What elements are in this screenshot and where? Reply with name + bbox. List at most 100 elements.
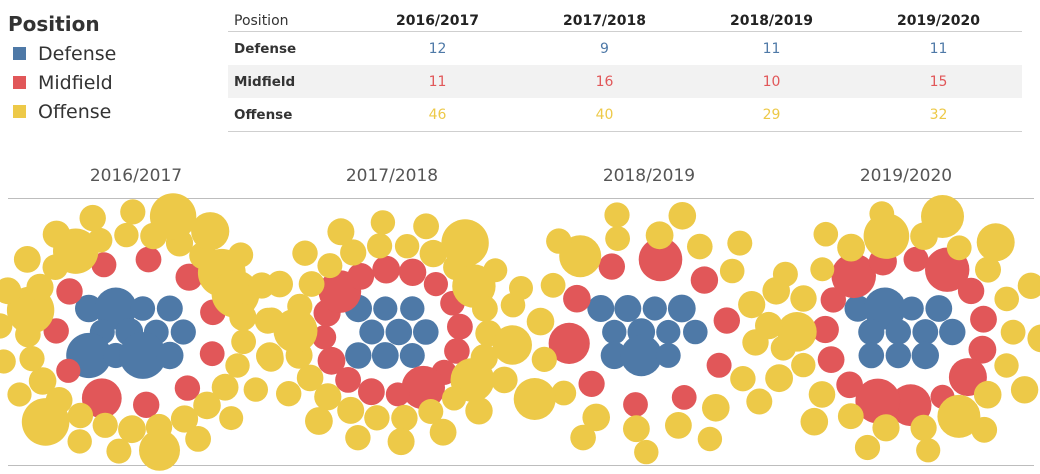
bubble-offense[interactable] [755,311,783,340]
bubble-midfield[interactable] [174,375,201,401]
table-cell[interactable]: 32 [855,98,1022,132]
bubble-offense[interactable] [442,386,467,411]
bubble-midfield[interactable] [578,370,605,397]
bubble-midfield[interactable] [598,253,625,280]
bubble-defense[interactable] [587,295,615,322]
bubble-midfield[interactable] [563,284,591,313]
bubble-offense[interactable] [665,412,692,439]
bubble-offense[interactable] [513,378,556,420]
table-cell[interactable]: 16 [521,65,688,98]
bubble-defense[interactable] [844,295,872,322]
bubble-midfield[interactable] [81,378,122,419]
bubble-offense[interactable] [994,286,1019,312]
bubble-offense[interactable] [345,425,371,451]
bubble-offense[interactable] [367,233,393,259]
bubble-midfield[interactable] [903,246,929,272]
bubble-offense[interactable] [719,258,745,284]
bubble-offense[interactable] [540,272,566,298]
bubble-defense[interactable] [912,319,939,345]
bubble-offense[interactable] [697,426,723,452]
bubble-midfield[interactable] [199,341,225,367]
bubble-offense[interactable] [0,277,22,305]
bubble-offense[interactable] [800,407,829,436]
bubble-offense[interactable] [42,220,71,249]
bubble-defense[interactable] [858,342,885,369]
bubble-defense[interactable] [642,296,667,321]
bubble-offense[interactable] [765,364,793,393]
bubble-offense[interactable] [114,222,139,248]
bubble-midfield[interactable] [43,318,69,344]
bubble-offense[interactable] [946,235,972,261]
bubble-offense[interactable] [139,429,180,471]
bubble-defense[interactable] [885,342,911,369]
bubble-offense[interactable] [634,439,659,465]
bubble-defense[interactable] [683,319,708,345]
bubble-offense[interactable] [810,257,835,282]
bubble-offense[interactable] [314,383,342,411]
bubble-offense[interactable] [391,404,418,432]
bubble-midfield[interactable] [385,382,410,407]
bubble-defense[interactable] [119,332,167,379]
bubble-offense[interactable] [777,312,817,352]
bubble-offense[interactable] [605,226,630,252]
bubble-offense[interactable] [813,221,839,247]
bubble-midfield[interactable] [135,246,162,273]
bubble-offense[interactable] [772,261,798,287]
bubble-defense[interactable] [170,319,196,345]
bubble-defense[interactable] [911,341,939,370]
bubble-defense[interactable] [656,319,681,345]
bubble-offense[interactable] [491,366,518,394]
bubble-midfield[interactable] [638,237,683,282]
bubble-offense[interactable] [623,415,650,443]
bubble-defense[interactable] [925,295,953,322]
bubble-offense[interactable] [7,382,32,407]
bubble-offense[interactable] [791,352,816,378]
bubble-defense[interactable] [373,296,398,321]
legend-item-offense[interactable]: Offense [8,97,116,126]
bubble-offense[interactable] [429,418,457,446]
bubble-offense[interactable] [994,353,1019,378]
bubble-midfield[interactable] [957,277,985,305]
bubble-offense[interactable] [837,403,864,430]
bubble-offense[interactable] [413,213,439,240]
bubble-offense[interactable] [604,202,630,228]
table-cell[interactable]: 40 [521,98,688,132]
bubble-defense[interactable] [858,318,885,346]
bubble-defense[interactable] [614,295,642,322]
bubble-midfield[interactable] [713,307,740,334]
bubble-offense[interactable] [937,394,981,438]
table-cell[interactable]: 15 [855,65,1022,98]
bubble-offense[interactable] [1027,324,1040,353]
bubble-midfield[interactable] [335,367,361,393]
bubble-midfield[interactable] [358,378,385,406]
bubble-defense[interactable] [602,319,627,345]
bubble-offense[interactable] [228,242,254,268]
bubble-offense[interactable] [231,329,256,355]
bubble-offense[interactable] [394,234,420,259]
legend-item-midfield[interactable]: Midfield [8,68,116,97]
bubble-offense[interactable] [296,364,324,392]
bubble-offense[interactable] [808,381,836,408]
bubble-offense[interactable] [1010,376,1039,404]
bubble-offense[interactable] [727,230,753,256]
bubble-midfield[interactable] [372,255,401,284]
bubble-midfield[interactable] [820,287,846,313]
bubble-midfield[interactable] [347,263,375,290]
bubble-offense[interactable] [418,399,444,424]
bubble-midfield[interactable] [312,325,337,350]
bubble-offense[interactable] [327,218,355,246]
bubble-offense[interactable] [106,438,132,464]
bubble-offense[interactable] [509,276,533,300]
table-cell[interactable]: 29 [688,98,855,132]
bubble-midfield[interactable] [423,272,448,297]
bubble-offense[interactable] [1000,319,1026,345]
bubble-offense[interactable] [243,377,268,402]
bubble-midfield[interactable] [548,322,590,364]
bubble-offense[interactable] [26,273,54,301]
bubble-offense[interactable] [526,307,555,336]
bubble-offense[interactable] [120,199,146,225]
bubble-midfield[interactable] [811,315,839,344]
bubble-offense[interactable] [337,396,365,424]
bubble-offense[interactable] [364,405,390,431]
bubble-offense[interactable] [531,346,557,372]
